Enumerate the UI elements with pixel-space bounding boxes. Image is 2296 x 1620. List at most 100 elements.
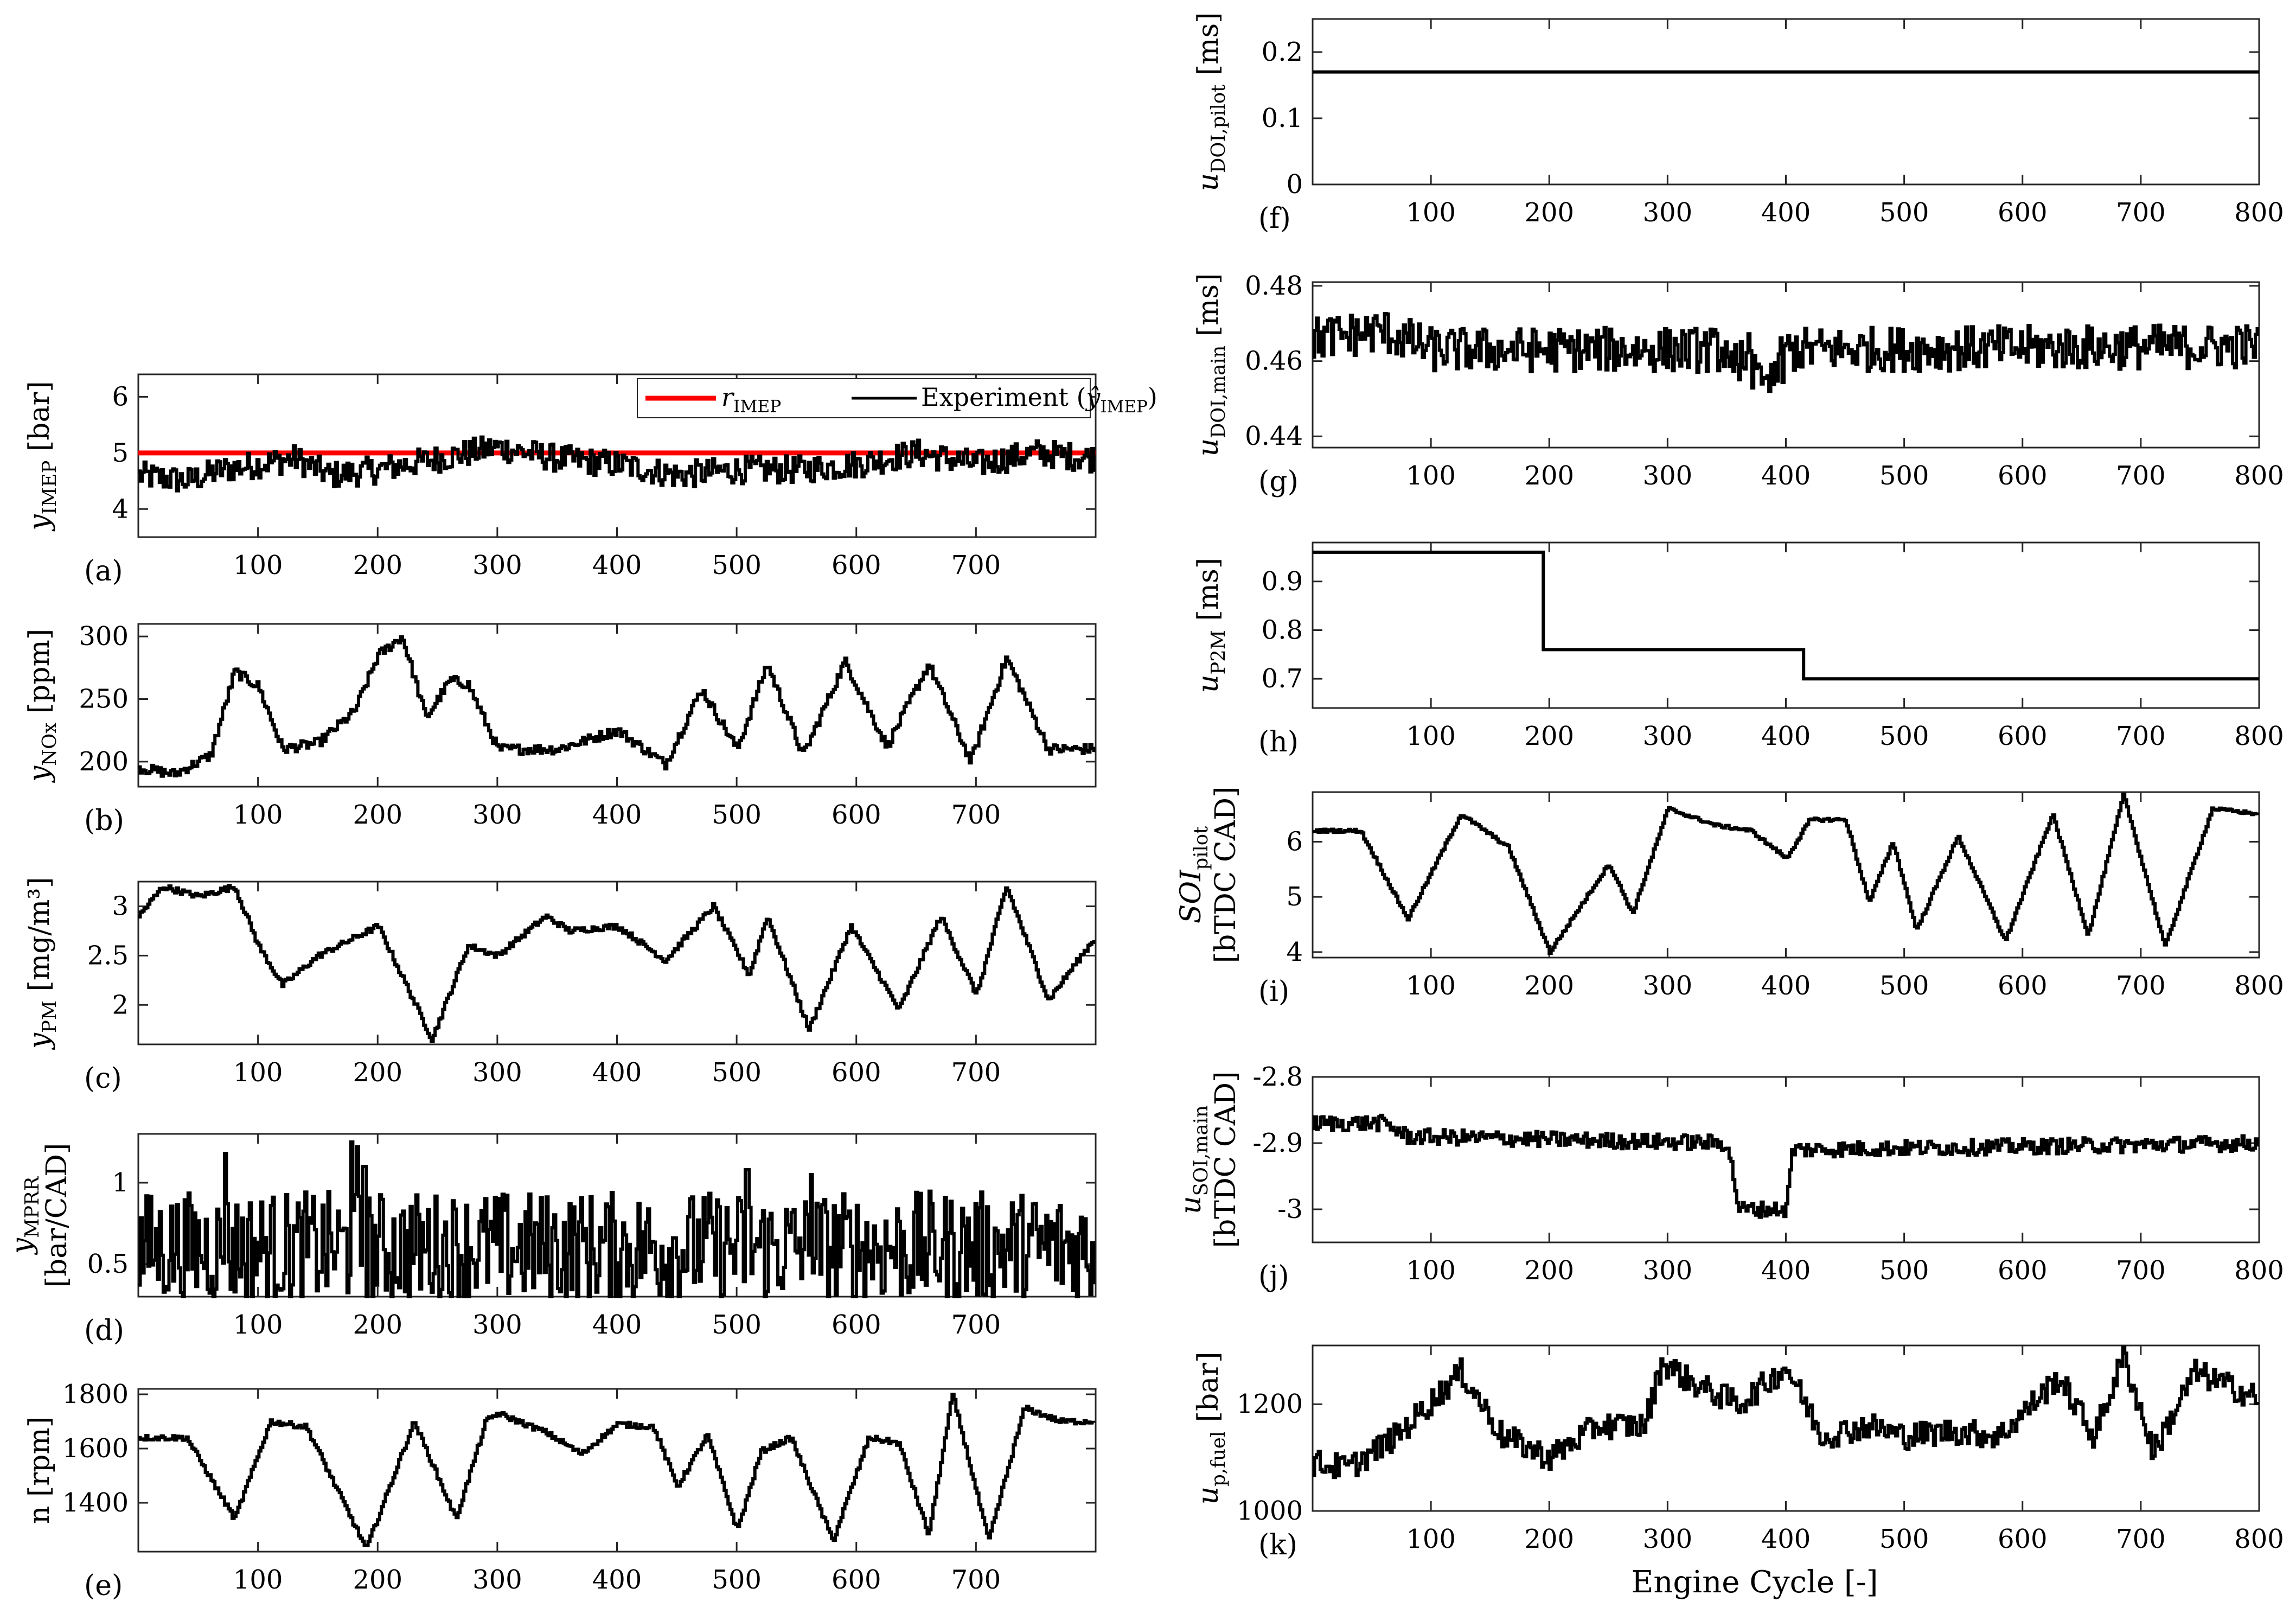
y-axis-label-g: uDOI,main [ms] bbox=[1192, 273, 1230, 457]
y-tick-label-k-1: 1200 bbox=[1237, 1389, 1303, 1419]
panel-j: 100 200 300 400 500 600 700 800 -3 -2.9 -2.8 uSOI,m… bbox=[1175, 1062, 2284, 1293]
panel-label-g: (g) bbox=[1258, 465, 1299, 498]
x-tick-label-k-100: 100 bbox=[1406, 1524, 1456, 1554]
y-axis-label-i-0: SOIpilot bbox=[1175, 826, 1212, 924]
y-tick-label-h-0: 0.7 bbox=[1262, 664, 1303, 694]
panel-label-i: (i) bbox=[1258, 975, 1289, 1008]
x-tick-label-j-300: 300 bbox=[1643, 1255, 1693, 1286]
y-tick-label-h-1: 0.8 bbox=[1262, 615, 1303, 645]
x-tick-label-f-700: 700 bbox=[2116, 197, 2166, 228]
x-tick-label-g-100: 100 bbox=[1406, 461, 1456, 491]
series-line-h-0 bbox=[1313, 550, 2259, 681]
legend-label-ref: rIMEP bbox=[721, 382, 781, 417]
panel-label-b: (b) bbox=[84, 805, 124, 837]
x-tick-label-k-200: 200 bbox=[1524, 1524, 1574, 1554]
y-tick-label-g-2: 0.48 bbox=[1245, 271, 1303, 301]
x-tick-label-j-800: 800 bbox=[2234, 1255, 2284, 1286]
y-tick-label-e-0: 1400 bbox=[62, 1488, 129, 1518]
panel-label-k: (k) bbox=[1258, 1529, 1297, 1561]
x-tick-label-e-200: 200 bbox=[353, 1565, 402, 1595]
y-tick-label-a-2: 6 bbox=[112, 381, 129, 412]
panel-h: 100 200 300 400 500 600 700 800 0.7 0.8 0.9 uP2M [m… bbox=[1192, 541, 2284, 758]
y-tick-label-d-1: 1 bbox=[112, 1168, 129, 1198]
x-tick-label-f-600: 600 bbox=[1998, 197, 2048, 228]
panel-c: 100 200 300 400 500 600 700 2 2.5 3 yPM [mg/m³] (c) bbox=[23, 877, 1097, 1095]
x-tick-label-j-500: 500 bbox=[1879, 1255, 1929, 1286]
x-tick-label-a-400: 400 bbox=[592, 550, 642, 581]
y-axis-label-d-0: yMPRR bbox=[6, 1176, 43, 1255]
panel-a: 100 200 300 400 500 600 700 4 5 6 yIMEP [bar] (a) rI… bbox=[23, 373, 1157, 588]
x-tick-label-b-600: 600 bbox=[832, 800, 881, 830]
x-tick-label-c-400: 400 bbox=[592, 1057, 642, 1088]
x-tick-label-d-300: 300 bbox=[472, 1310, 522, 1340]
legend-label-exp: Experiment (ŷIMEP) bbox=[921, 382, 1157, 417]
x-tick-label-a-300: 300 bbox=[472, 550, 522, 581]
y-axis-label-j-1: [bTDC CAD] bbox=[1210, 1072, 1242, 1248]
y-tick-label-j-1: -2.9 bbox=[1252, 1128, 1303, 1158]
series-line-g-0 bbox=[1313, 312, 2259, 393]
y-tick-label-i-1: 5 bbox=[1286, 882, 1303, 912]
x-tick-label-k-500: 500 bbox=[1879, 1524, 1929, 1554]
x-tick-label-k-800: 800 bbox=[2234, 1524, 2284, 1554]
panel-d: 100 200 300 400 500 600 700 0.5 1 yMPRR[bar/CAD] (… bbox=[6, 1133, 1097, 1347]
x-tick-label-b-100: 100 bbox=[233, 800, 283, 830]
y-tick-label-a-1: 5 bbox=[112, 438, 129, 468]
x-tick-label-d-100: 100 bbox=[233, 1310, 283, 1340]
x-tick-label-g-700: 700 bbox=[2116, 461, 2166, 491]
x-tick-label-k-600: 600 bbox=[1998, 1524, 2048, 1554]
panel-k: 100 200 300 400 500 600 700 800 1000 1200up,fuel … bbox=[1192, 1344, 2284, 1561]
x-tick-label-a-100: 100 bbox=[233, 550, 283, 581]
y-tick-label-c-0: 2 bbox=[112, 990, 129, 1020]
panel-label-a: (a) bbox=[84, 555, 123, 588]
x-tick-label-i-300: 300 bbox=[1643, 971, 1693, 1001]
x-tick-label-d-500: 500 bbox=[712, 1310, 762, 1340]
y-tick-label-f-0: 0 bbox=[1286, 169, 1303, 200]
y-axis-label-i-1: [bTDC CAD] bbox=[1210, 787, 1242, 964]
x-axis-label-engine-cycle: Engine Cycle [-] bbox=[1631, 1565, 1878, 1600]
x-tick-label-f-400: 400 bbox=[1761, 197, 1811, 228]
x-tick-label-g-200: 200 bbox=[1524, 461, 1574, 491]
panels: 100 200 300 400 500 600 700 4 5 6 yIMEP [bar] (a) rI… bbox=[6, 12, 2284, 1602]
x-tick-label-a-200: 200 bbox=[353, 550, 402, 581]
y-tick-label-j-2: -2.8 bbox=[1252, 1062, 1303, 1092]
x-tick-label-b-500: 500 bbox=[712, 800, 762, 830]
series-line-e-0 bbox=[138, 1393, 1096, 1547]
series-line-k-0 bbox=[1313, 1345, 2259, 1479]
x-tick-label-c-300: 300 bbox=[472, 1057, 522, 1088]
x-tick-label-d-700: 700 bbox=[951, 1310, 1001, 1340]
panel-label-j: (j) bbox=[1258, 1260, 1289, 1293]
series-line-d-0 bbox=[138, 1140, 1096, 1298]
y-tick-label-g-0: 0.44 bbox=[1245, 421, 1303, 451]
x-tick-label-c-600: 600 bbox=[832, 1057, 881, 1088]
y-tick-label-e-2: 1800 bbox=[62, 1379, 129, 1409]
x-tick-label-h-500: 500 bbox=[1879, 721, 1929, 751]
y-axis-label-k: up,fuel [bar] bbox=[1192, 1352, 1230, 1505]
y-tick-label-j-0: -3 bbox=[1277, 1194, 1303, 1224]
x-tick-label-b-200: 200 bbox=[353, 800, 402, 830]
x-tick-label-j-100: 100 bbox=[1406, 1255, 1456, 1286]
x-tick-label-h-300: 300 bbox=[1643, 721, 1693, 751]
x-tick-label-i-800: 800 bbox=[2234, 971, 2284, 1001]
panel-label-h: (h) bbox=[1258, 726, 1299, 758]
x-tick-label-e-500: 500 bbox=[712, 1565, 762, 1595]
x-tick-label-h-700: 700 bbox=[2116, 721, 2166, 751]
x-tick-label-f-500: 500 bbox=[1879, 197, 1929, 228]
x-tick-label-a-500: 500 bbox=[712, 550, 762, 581]
x-tick-label-h-800: 800 bbox=[2234, 721, 2284, 751]
x-tick-label-f-800: 800 bbox=[2234, 197, 2284, 228]
panel-label-c: (c) bbox=[84, 1062, 122, 1095]
x-tick-label-a-600: 600 bbox=[832, 550, 881, 581]
panel-label-e: (e) bbox=[84, 1570, 123, 1602]
y-axis-label-j-0: uSOI,main bbox=[1175, 1105, 1212, 1214]
x-tick-label-f-100: 100 bbox=[1406, 197, 1456, 228]
x-tick-label-f-200: 200 bbox=[1524, 197, 1574, 228]
x-tick-label-h-600: 600 bbox=[1998, 721, 2048, 751]
x-tick-label-i-400: 400 bbox=[1761, 971, 1811, 1001]
x-tick-label-c-700: 700 bbox=[951, 1057, 1001, 1088]
series-line-j-0 bbox=[1313, 1113, 2259, 1219]
x-tick-label-d-600: 600 bbox=[832, 1310, 881, 1340]
series-line-i-0 bbox=[1313, 792, 2259, 955]
x-tick-label-g-300: 300 bbox=[1643, 461, 1693, 491]
